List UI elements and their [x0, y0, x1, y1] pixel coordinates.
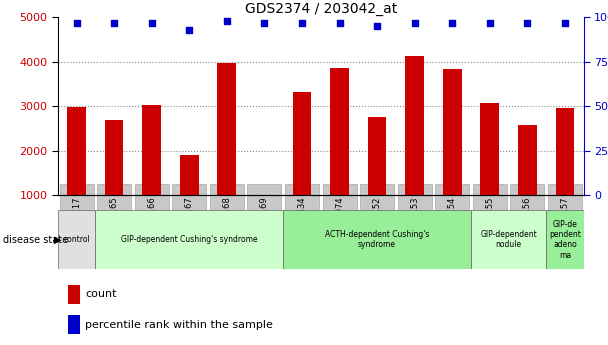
Bar: [142, 105, 161, 195]
Bar: [95, 210, 283, 269]
Bar: [67, 107, 86, 195]
Bar: [283, 210, 471, 269]
Bar: [180, 155, 199, 195]
Title: GDS2374 / 203042_at: GDS2374 / 203042_at: [244, 2, 397, 16]
Point: [560, 20, 570, 25]
Bar: [556, 108, 575, 195]
Text: GIP-de
pendent
adeno
ma: GIP-de pendent adeno ma: [549, 220, 581, 260]
Point: [447, 20, 457, 25]
Point: [372, 23, 382, 29]
Bar: [518, 125, 537, 195]
Point: [522, 20, 532, 25]
Point: [147, 20, 156, 25]
Bar: [480, 102, 499, 195]
Text: count: count: [85, 289, 117, 299]
Bar: [292, 92, 311, 195]
Bar: [330, 68, 349, 195]
Text: ▶: ▶: [54, 235, 61, 245]
Point: [334, 20, 344, 25]
Text: ACTH-dependent Cushing's
syndrome: ACTH-dependent Cushing's syndrome: [325, 230, 429, 249]
Bar: [471, 210, 546, 269]
Point: [260, 20, 269, 25]
Bar: [406, 56, 424, 195]
Bar: [546, 210, 584, 269]
Point: [72, 20, 81, 25]
Point: [222, 18, 232, 23]
Bar: [443, 69, 461, 195]
Bar: [368, 117, 387, 195]
Bar: [68, 285, 80, 304]
Bar: [58, 210, 95, 269]
Text: GIP-dependent
nodule: GIP-dependent nodule: [480, 230, 537, 249]
Point: [297, 20, 307, 25]
Bar: [105, 120, 123, 195]
Text: disease state: disease state: [3, 235, 68, 245]
Text: percentile rank within the sample: percentile rank within the sample: [85, 319, 273, 329]
Bar: [218, 62, 236, 195]
Point: [485, 20, 495, 25]
Point: [109, 20, 119, 25]
Text: GIP-dependent Cushing's syndrome: GIP-dependent Cushing's syndrome: [121, 235, 258, 244]
Point: [184, 27, 194, 32]
Text: control: control: [63, 235, 90, 244]
Point: [410, 20, 420, 25]
Bar: [68, 315, 80, 334]
